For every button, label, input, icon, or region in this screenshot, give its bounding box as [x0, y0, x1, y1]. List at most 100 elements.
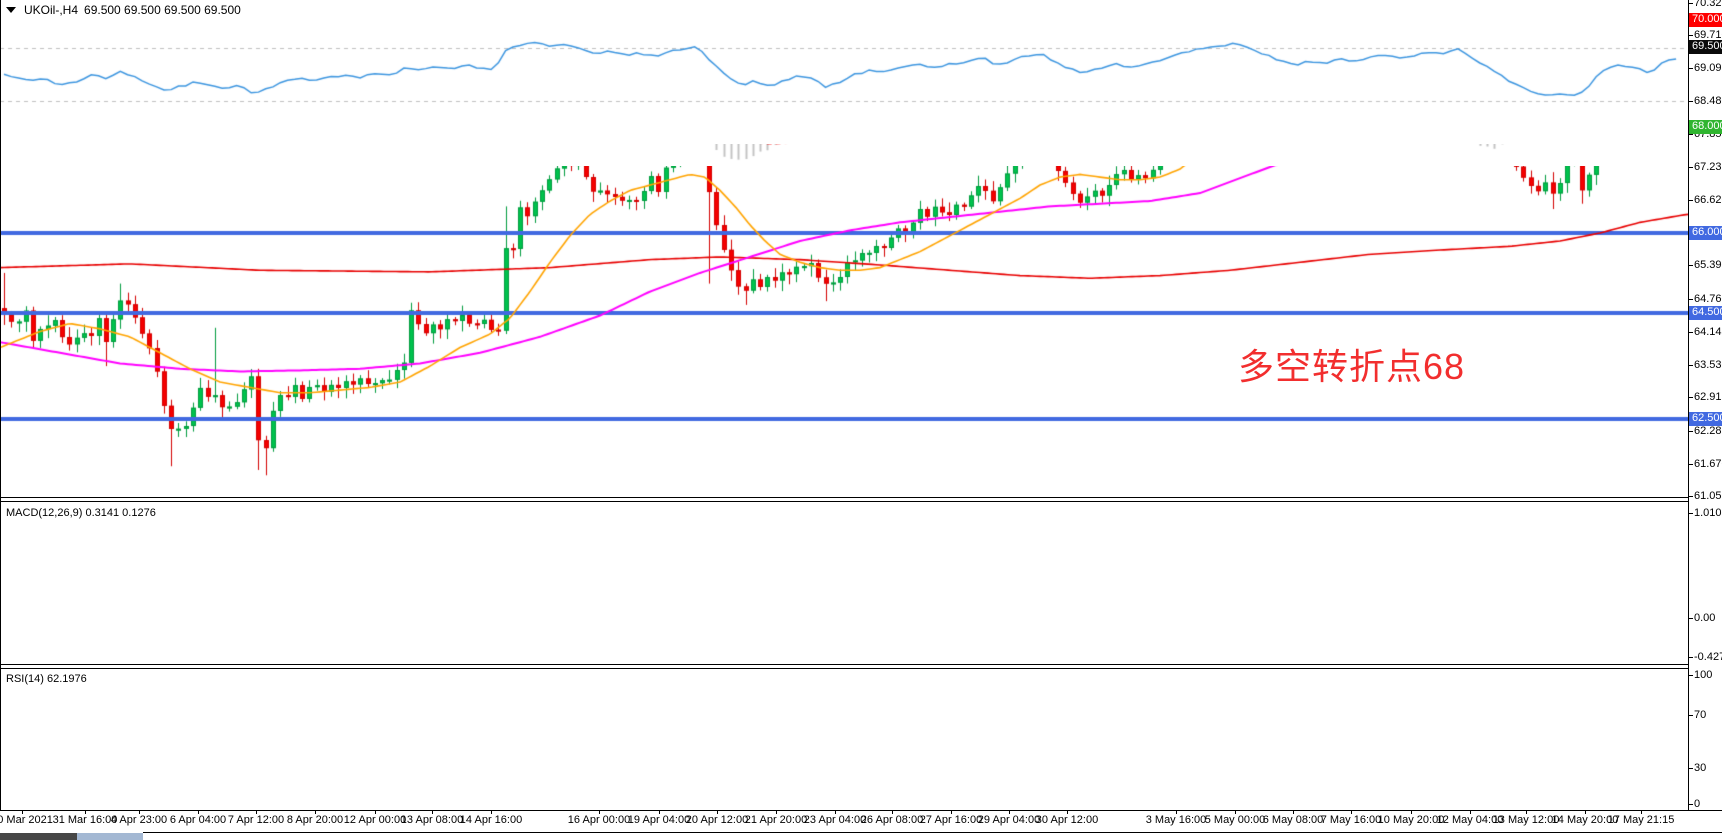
time-tick-mark [1009, 810, 1010, 814]
time-axis-label: 31 Mar 16:00 [52, 814, 118, 826]
time-tick-mark [85, 810, 86, 814]
macd-panel-top-border [0, 501, 1688, 502]
time-axis-label: 30 Mar 2021 [0, 814, 53, 826]
time-axis-label: 8 Apr 20:00 [286, 814, 344, 826]
time-tick-mark [1470, 810, 1471, 814]
macd-tick-mark [1688, 657, 1693, 658]
price-tick-mark [1688, 365, 1693, 366]
time-axis-label: 13 Apr 08:00 [400, 814, 464, 826]
time-tick-mark [599, 810, 600, 814]
time-axis-label: 6 May 08:00 [1262, 814, 1324, 826]
time-axis-label: 19 Apr 04:00 [627, 814, 691, 826]
macd-axis-label: 0.00 [1694, 612, 1716, 624]
symbol-period-label: UKOil-,H4 [24, 3, 79, 17]
price-tick-mark [1688, 332, 1693, 333]
time-axis-label: 21 Apr 20:00 [744, 814, 808, 826]
price-axis-label: 70.325 [1694, 0, 1722, 9]
price-tick-mark [1688, 167, 1693, 168]
price-axis-label: 66.620 [1694, 194, 1722, 206]
chart-title: UKOil-,H4 69.500 69.500 69.500 69.500 [6, 3, 241, 17]
time-tick-mark [951, 810, 952, 814]
left-border [0, 0, 1, 810]
macd-panel-bottom-border[interactable] [0, 664, 1688, 665]
price-axis-label: 65.390 [1694, 259, 1722, 271]
price-tick-mark [1688, 397, 1693, 398]
rsi-tick-mark [1688, 675, 1693, 676]
macd-label: MACD(12,26,9) 0.3141 0.1276 [6, 507, 156, 519]
rsi-panel-bottom-border [0, 810, 1722, 811]
price-tick-mark [1688, 265, 1693, 266]
time-axis-label: 27 Apr 16:00 [919, 814, 983, 826]
time-axis-label: 10 May 20:00 [1377, 814, 1445, 826]
time-axis-label: 29 Apr 04:00 [977, 814, 1041, 826]
price-tick-mark [1688, 3, 1693, 4]
scrollbar-segment-blue[interactable] [77, 833, 143, 840]
time-axis-label: 4 Apr 23:00 [110, 814, 168, 826]
scrollbar-divider [143, 832, 1722, 833]
price-axis-label: 62.285 [1694, 425, 1722, 437]
price-axis-label: 69.710 [1694, 29, 1722, 41]
price-axis-label: 68.480 [1694, 95, 1722, 107]
macd-tick-mark [1688, 618, 1693, 619]
chart-annotation-text: 多空转折点68 [1238, 346, 1466, 387]
time-tick-mark [835, 810, 836, 814]
time-axis-label: 6 Apr 04:00 [169, 814, 227, 826]
time-axis-label: 14 May 20:00 [1551, 814, 1619, 826]
price-tick-mark [1688, 134, 1693, 135]
time-tick-mark [315, 810, 316, 814]
time-tick-mark [892, 810, 893, 814]
time-axis-label: 13 May 12:00 [1492, 814, 1560, 826]
price-level-badge: 62.500 [1689, 412, 1722, 426]
time-axis-label: 16 Apr 00:00 [567, 814, 631, 826]
price-level-badge: 66.000 [1689, 226, 1722, 240]
time-axis-label: 5 May 00:00 [1204, 814, 1266, 826]
rsi-tick-mark [1688, 768, 1693, 769]
price-level-badge: 68.000 [1689, 120, 1722, 134]
rsi-tick-mark [1688, 804, 1693, 805]
time-axis-label: 12 Apr 00:00 [343, 814, 407, 826]
rsi-label: RSI(14) 62.1976 [6, 673, 87, 685]
time-axis-label: 17 May 21:15 [1607, 814, 1675, 826]
price-tick-mark [1688, 496, 1693, 497]
time-tick-mark [256, 810, 257, 814]
price-level-badge: 69.500 [1689, 40, 1722, 54]
time-tick-mark [491, 810, 492, 814]
price-tick-mark [1688, 200, 1693, 201]
time-tick-mark [198, 810, 199, 814]
time-tick-mark [139, 810, 140, 814]
time-tick-mark [659, 810, 660, 814]
time-axis-label: 26 Apr 08:00 [860, 814, 924, 826]
time-tick-mark [1067, 810, 1068, 814]
price-level-badge: 64.500 [1689, 306, 1722, 320]
time-axis-label: 3 May 16:00 [1145, 814, 1207, 826]
time-tick-mark [1176, 810, 1177, 814]
macd-axis-label: -0.4277 [1694, 651, 1722, 663]
horizontal-scrollbar[interactable] [0, 832, 1722, 840]
main-panel-bottom-border[interactable] [0, 497, 1688, 498]
price-axis-label: 63.530 [1694, 359, 1722, 371]
time-tick-mark [1585, 810, 1586, 814]
time-axis-label: 12 May 04:00 [1436, 814, 1504, 826]
ohlc-values: 69.500 69.500 69.500 69.500 [84, 3, 241, 17]
rsi-indicator-chart[interactable] [0, 0, 1688, 144]
price-axis-label: 61.055 [1694, 490, 1722, 502]
time-axis-label: 14 Apr 16:00 [459, 814, 523, 826]
price-axis-label: 69.095 [1694, 62, 1722, 74]
symbol-dropdown-icon[interactable] [6, 7, 16, 13]
rsi-axis-label: 0 [1694, 798, 1701, 810]
price-tick-mark [1688, 68, 1693, 69]
macd-tick-mark [1688, 513, 1693, 514]
time-axis-label: 7 Apr 12:00 [227, 814, 285, 826]
time-tick-mark [22, 810, 23, 814]
time-tick-mark [1411, 810, 1412, 814]
rsi-axis-label: 100 [1694, 669, 1713, 681]
price-tick-mark [1688, 101, 1693, 102]
time-tick-mark [1351, 810, 1352, 814]
macd-axis-label: 1.0103 [1694, 507, 1722, 519]
scrollbar-segment-dark[interactable] [0, 833, 77, 840]
time-tick-mark [776, 810, 777, 814]
price-tick-mark [1688, 299, 1693, 300]
time-axis-label: 7 May 16:00 [1320, 814, 1382, 826]
time-tick-mark [432, 810, 433, 814]
